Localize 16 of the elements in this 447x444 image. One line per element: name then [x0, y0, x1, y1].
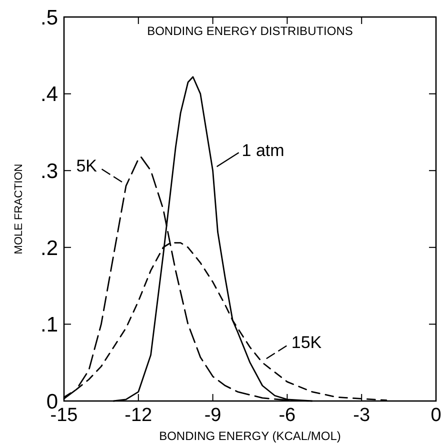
y-tick-label: .3 — [40, 160, 58, 183]
legend-label: 1 atm — [242, 141, 284, 160]
legend-label: 15K — [291, 333, 322, 352]
x-tick-label: -3 — [353, 405, 370, 426]
x-axis-title: BONDING ENERGY (KCAL/MOL) — [159, 429, 341, 443]
x-tick-label: 0 — [430, 405, 442, 426]
y-tick-label: .1 — [40, 314, 58, 337]
y-tick-label: .2 — [40, 236, 58, 260]
y-axis-title: MOLE FRACTION — [13, 164, 25, 254]
y-tick-label: .4 — [40, 83, 58, 106]
text: BONDING ENERGY DISTRIBUTIONS — [147, 24, 353, 38]
series-label: 5K — [76, 156, 98, 176]
x-tick-label: -12 — [124, 405, 152, 426]
y-tick-label: .5 — [40, 6, 58, 30]
x-tick-label: -6 — [278, 405, 296, 426]
x-tick-label: -9 — [204, 405, 222, 426]
